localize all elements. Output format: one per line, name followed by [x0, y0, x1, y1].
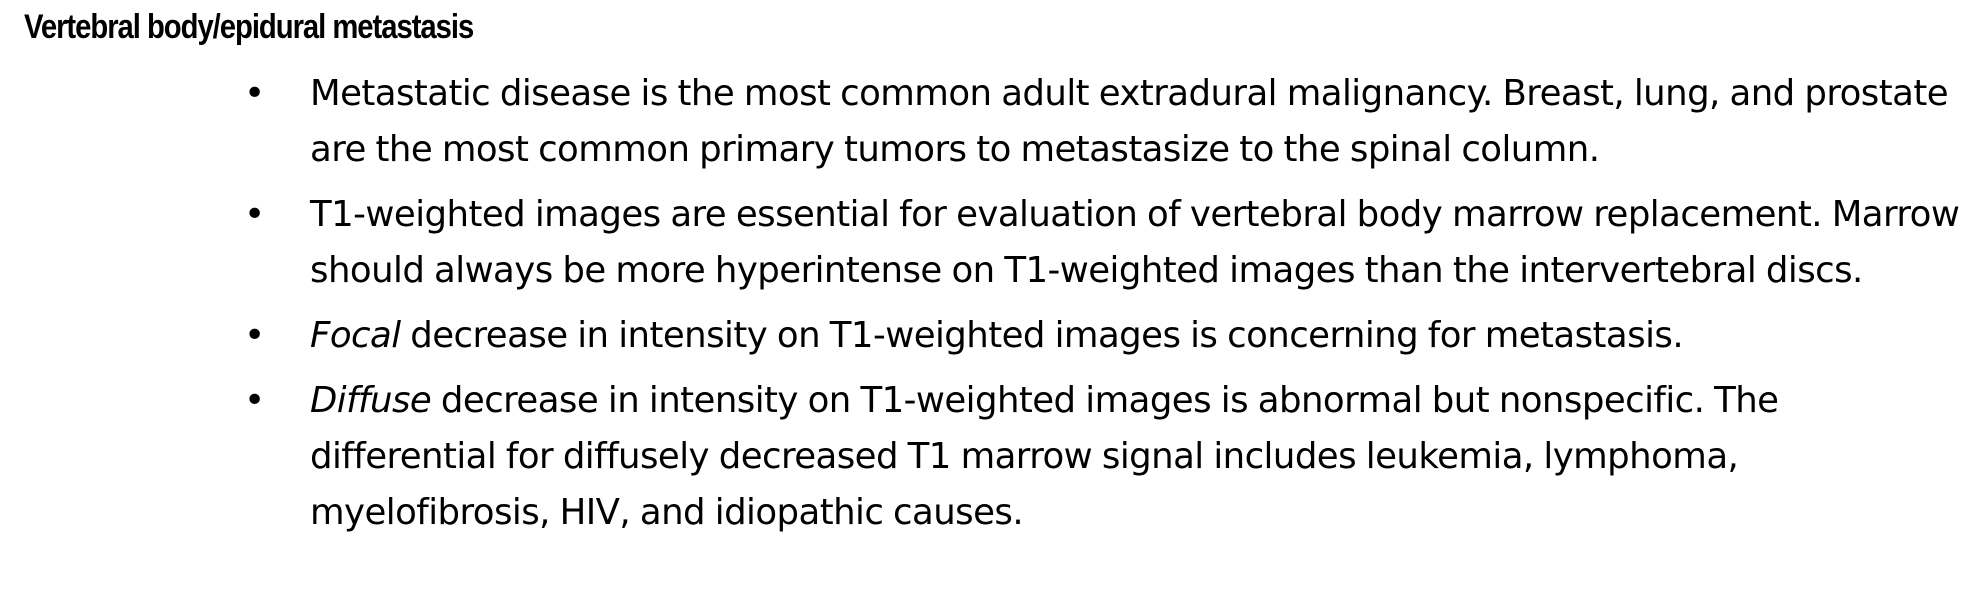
bullet-body: decrease in intensity on T1-weighted ima… — [400, 315, 1684, 356]
bullet-item: • Focal decrease in intensity on T1-weig… — [244, 308, 1964, 364]
section-heading: Vertebral body/epidural metastasis — [24, 8, 474, 46]
bullet-icon: • — [244, 194, 266, 235]
bullet-item: • Metastatic disease is the most common … — [244, 66, 1964, 178]
bullet-text: Diffuse decrease in intensity on T1-weig… — [310, 373, 1964, 541]
bullet-icon: • — [244, 380, 266, 421]
bullet-emphasis: Focal — [310, 315, 401, 356]
bullet-text: Focal decrease in intensity on T1-weight… — [310, 308, 1964, 364]
bullet-body: T1-weighted images are essential for eva… — [310, 194, 1960, 291]
bullet-text: T1-weighted images are essential for eva… — [310, 187, 1964, 299]
bullet-item: • T1-weighted images are essential for e… — [244, 187, 1964, 299]
bullet-icon: • — [244, 315, 266, 356]
bullet-emphasis: Diffuse — [310, 380, 432, 421]
bullet-item: • Diffuse decrease in intensity on T1-we… — [244, 373, 1964, 541]
bullet-body: Metastatic disease is the most common ad… — [310, 73, 1949, 170]
bullet-icon: • — [244, 73, 266, 114]
bullet-list: • Metastatic disease is the most common … — [244, 66, 1964, 541]
bullet-text: Metastatic disease is the most common ad… — [310, 66, 1964, 178]
bullet-body: decrease in intensity on T1-weighted ima… — [310, 380, 1779, 533]
